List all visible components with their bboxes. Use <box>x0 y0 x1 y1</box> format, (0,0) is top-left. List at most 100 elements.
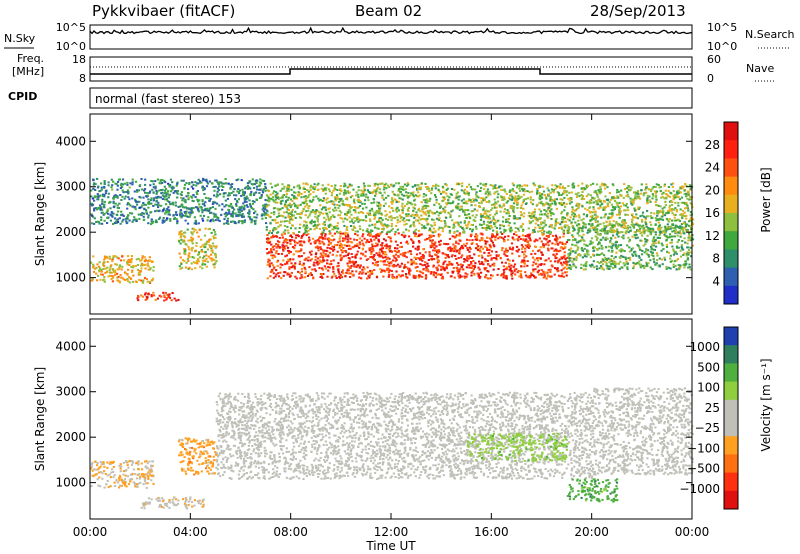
echo-cell <box>166 192 169 195</box>
echo-cell <box>487 227 490 230</box>
echo-cell <box>596 220 599 223</box>
echo-cell <box>534 238 537 241</box>
echo-cell <box>385 243 388 246</box>
echo-cell <box>494 184 497 187</box>
echo-cell <box>462 243 466 246</box>
echo-cell <box>320 208 323 211</box>
echo-cell <box>581 230 584 233</box>
echo-cell <box>549 270 552 273</box>
echo-cell <box>321 261 324 264</box>
echo-cell <box>339 217 342 220</box>
echo-cell <box>661 207 664 210</box>
echo-cell <box>326 275 329 278</box>
echo-cell <box>286 246 290 249</box>
echo-cell <box>114 273 117 276</box>
echo-cell <box>112 256 115 259</box>
echo-cell <box>335 209 338 212</box>
echo-cell <box>341 239 344 242</box>
echo-cell <box>564 246 567 249</box>
echo-cell <box>352 260 355 263</box>
echo-cell <box>211 218 214 221</box>
echo-cell <box>122 215 125 217</box>
echo-cell <box>538 208 541 211</box>
echo-cell <box>599 200 602 203</box>
echo-cell <box>286 273 289 276</box>
echo-cell <box>384 217 388 220</box>
echo-cell <box>202 244 205 247</box>
echo-cell <box>198 181 201 184</box>
echo-cell <box>503 204 506 207</box>
echo-cell <box>371 262 375 265</box>
echo-cell <box>662 213 665 216</box>
echo-cell <box>197 182 200 185</box>
echo-cell <box>248 203 252 205</box>
echo-cell <box>331 275 334 278</box>
echo-cell <box>374 261 378 264</box>
echo-cell <box>304 214 307 217</box>
echo-cell <box>104 267 107 270</box>
echo-cell <box>390 222 394 225</box>
echo-cell <box>554 187 557 190</box>
echo-cell <box>613 225 616 228</box>
echo-cell <box>412 195 415 198</box>
echo-cell <box>490 258 493 261</box>
echo-cell <box>461 254 464 257</box>
echo-cell <box>511 205 514 208</box>
echo-cell <box>487 263 490 266</box>
echo-cell <box>621 219 624 222</box>
echo-cell <box>102 205 105 208</box>
echo-cell <box>293 247 296 250</box>
echo-cell <box>342 255 345 258</box>
echo-cell <box>394 257 398 260</box>
echo-cell <box>528 191 531 194</box>
echo-cell <box>401 211 404 214</box>
echo-cell <box>488 201 491 204</box>
echo-cell <box>493 262 496 265</box>
echo-cell <box>428 251 431 253</box>
echo-cell <box>451 249 454 252</box>
echo-cell <box>525 240 528 243</box>
echo-cell <box>369 256 372 259</box>
echo-cell <box>512 184 515 187</box>
echo-cell <box>542 204 545 207</box>
echo-cell <box>134 208 137 211</box>
echo-cell <box>376 211 380 214</box>
echo-cell <box>387 271 390 274</box>
echo-cell <box>608 201 611 204</box>
echo-cell <box>650 217 653 220</box>
echo-cell <box>478 260 481 263</box>
echo-cell <box>357 206 360 209</box>
echo-cell <box>489 265 492 268</box>
echo-cell <box>384 210 387 213</box>
echo-cell <box>119 259 123 262</box>
echo-cell <box>370 202 373 205</box>
echo-cell <box>516 184 519 187</box>
echo-cell <box>134 265 137 267</box>
echo-cell <box>594 216 597 219</box>
echo-cell <box>382 198 386 201</box>
echo-cell <box>240 194 243 197</box>
echo-cell <box>368 249 371 252</box>
echo-cell <box>332 209 336 212</box>
echo-cell <box>310 258 313 261</box>
echo-cell <box>270 249 273 252</box>
echo-cell <box>332 268 335 271</box>
echo-cell <box>204 263 207 266</box>
echo-cell <box>399 246 402 248</box>
echo-cell <box>425 201 428 204</box>
echo-cell <box>278 246 281 249</box>
echo-cell <box>133 190 136 193</box>
echo-cell <box>464 244 467 247</box>
echo-cell <box>493 264 496 267</box>
echo-cell <box>285 211 288 214</box>
echo-cell <box>154 180 157 183</box>
echo-cell <box>391 277 394 279</box>
echo-cell <box>299 277 302 280</box>
echo-cell <box>480 262 483 265</box>
echo-cell <box>270 262 273 265</box>
echo-cell <box>346 241 349 244</box>
echo-cell <box>282 274 285 277</box>
echo-cell <box>533 211 536 214</box>
echo-cell <box>148 191 151 194</box>
echo-cell <box>445 216 448 219</box>
